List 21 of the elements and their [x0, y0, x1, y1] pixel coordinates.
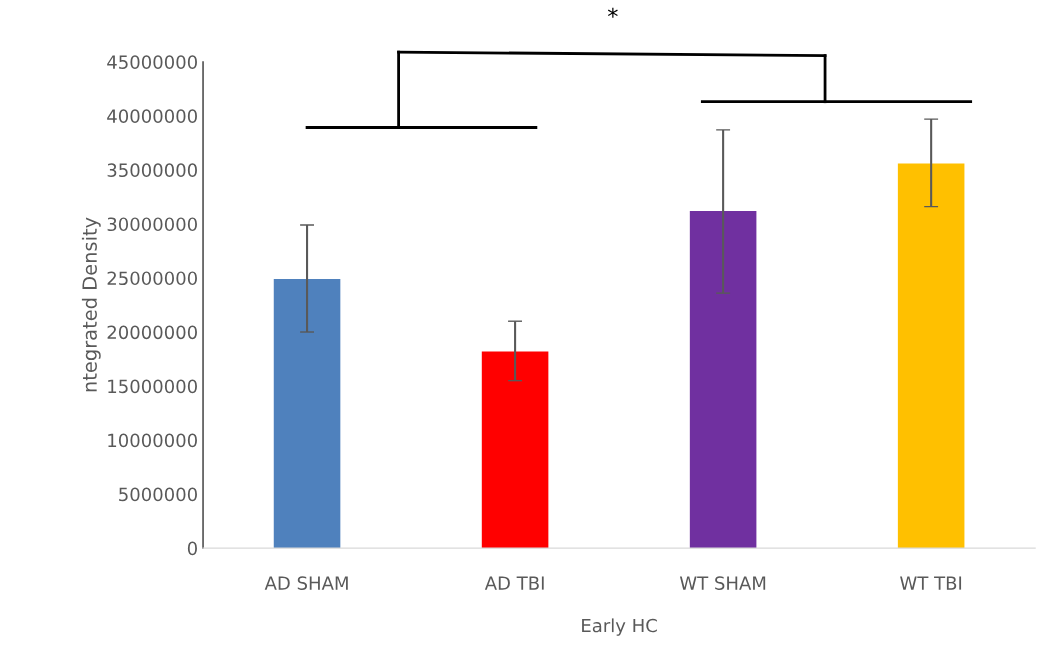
- x-axis-title: Early HC: [582, 618, 657, 636]
- y-tick-label: 15000000: [108, 379, 197, 394]
- y-tick-label: 25000000: [107, 271, 197, 286]
- bar: [273, 279, 341, 549]
- x-tick-label: AD TBI: [484, 576, 544, 590]
- bar: [689, 210, 757, 549]
- y-tick-label: 20000000: [107, 325, 197, 340]
- y-tick-label: 45000000: [107, 55, 197, 69]
- text: *: [607, 7, 618, 18]
- x-tick-label: WT TBI: [900, 576, 962, 590]
- y-tick-label: 35000000: [107, 163, 197, 178]
- bar: [481, 351, 549, 549]
- x-tick-label: AD SHAM: [264, 576, 348, 590]
- bar: [897, 163, 965, 549]
- y-tick-label: 0: [187, 541, 197, 556]
- x-tick-label: WT SHAM: [679, 576, 766, 590]
- y-tick-label: 30000000: [107, 217, 197, 232]
- y-tick-label: 5000000: [119, 487, 197, 502]
- y-tick-label: 10000000: [108, 433, 197, 448]
- y-tick-label: 40000000: [107, 109, 197, 123]
- y-axis-title: ntegrated Density: [81, 217, 101, 392]
